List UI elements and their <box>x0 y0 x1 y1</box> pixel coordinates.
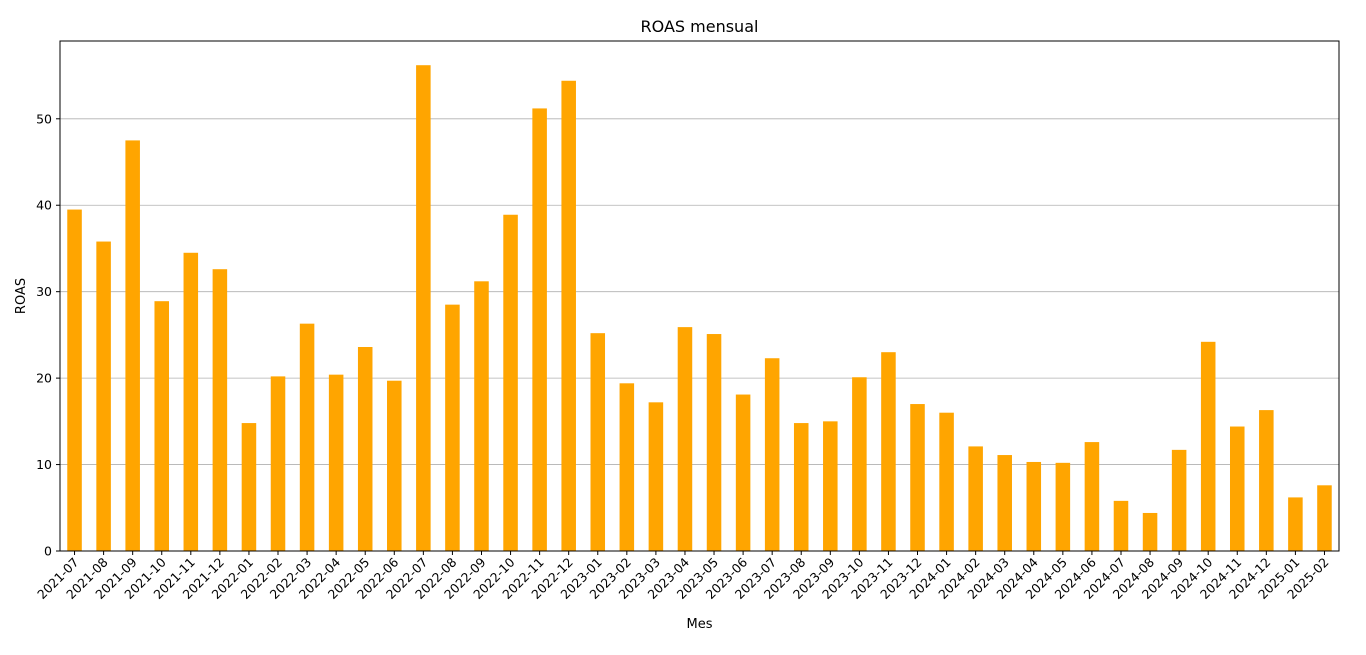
bar-2024-05 <box>1055 462 1071 551</box>
bar-2023-10 <box>852 377 867 551</box>
y-axis: 0 10 20 30 40 50 <box>36 111 60 559</box>
y-tick-label: 10 <box>36 457 52 472</box>
bar-2024-06 <box>1084 442 1100 551</box>
bar-2022-07 <box>416 65 431 551</box>
y-tick-label: 0 <box>44 544 52 559</box>
bar-2022-05 <box>357 347 373 551</box>
bar-2022-10 <box>503 214 518 551</box>
bar-2023-01 <box>590 333 606 551</box>
bar-2022-01 <box>241 423 257 551</box>
bar-2021-08 <box>96 241 111 552</box>
bar-2022-12 <box>561 80 576 552</box>
bar-2024-04 <box>1026 461 1042 551</box>
bar-2023-03 <box>648 402 664 551</box>
bar-2023-09 <box>823 421 838 551</box>
bar-2022-11 <box>532 108 547 551</box>
bar-2021-11 <box>183 252 199 551</box>
bar-2023-02 <box>619 383 635 551</box>
y-tick-label: 50 <box>36 111 52 126</box>
bar-2024-07 <box>1113 500 1129 551</box>
bar-2022-04 <box>328 374 344 551</box>
bar-2021-07 <box>67 209 82 551</box>
bar-2024-09 <box>1171 449 1187 551</box>
bar-2025-01 <box>1288 497 1303 551</box>
bar-2023-04 <box>677 327 693 551</box>
bar-2021-12 <box>212 269 228 551</box>
bar-2024-08 <box>1142 512 1158 551</box>
plot-frame <box>59 40 1340 552</box>
bar-2021-09 <box>125 140 140 551</box>
bar-2023-06 <box>735 394 751 551</box>
bar-2023-08 <box>793 423 809 551</box>
bar-2024-11 <box>1229 426 1245 551</box>
bar-2024-12 <box>1259 410 1274 551</box>
bar-2025-02 <box>1317 485 1332 551</box>
bar-2023-11 <box>881 352 896 551</box>
bar-2024-03 <box>997 455 1012 551</box>
x-axis-label: Mes <box>687 617 713 632</box>
chart-title: ROAS mensual <box>641 17 759 36</box>
bar-2022-03 <box>299 323 315 551</box>
bar-2023-12 <box>910 404 925 551</box>
bar-2022-08 <box>445 304 460 551</box>
y-tick-label: 30 <box>36 284 52 299</box>
bar-2022-02 <box>270 376 286 551</box>
bar-2022-09 <box>474 281 489 551</box>
y-axis-label: ROAS <box>14 278 29 314</box>
x-axis: 2021-072021-082021-092021-102021-112021-… <box>34 551 1332 602</box>
bar-2024-10 <box>1200 341 1216 551</box>
bar-2024-01 <box>939 412 954 551</box>
y-tick-label: 20 <box>36 371 52 386</box>
bars <box>67 65 1332 552</box>
bar-2021-10 <box>154 301 170 551</box>
bar-2023-05 <box>706 334 722 551</box>
bar-2023-07 <box>764 358 780 551</box>
bar-2022-06 <box>387 380 402 551</box>
bar-2024-02 <box>968 446 983 551</box>
y-tick-label: 40 <box>36 198 52 213</box>
